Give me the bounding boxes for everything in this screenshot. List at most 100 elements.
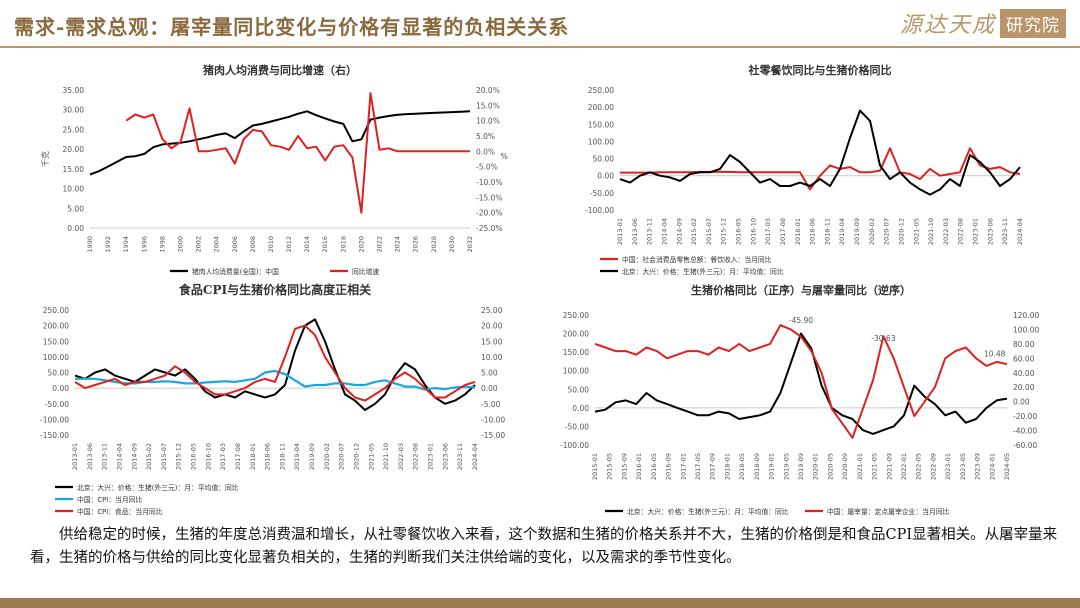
y-tick-label: 25.00 [63,125,85,134]
x-tick-label: 2023-09 [974,453,982,480]
legend-label: 北京：大兴：价格：生猪(外三元)：月：平均值：同比 [77,483,239,492]
chart-svg: 社零餐饮同比与生猪价格同比 -100.00 -50.00 0.00 50.00 100.0… [585,63,1024,276]
y-tick-label: 10.00 [63,185,85,194]
chart-food-cpi-vs-hog: 食品CPI与生猪价格同比高度正相关 -150.00 -100.00 -50.00 0.0… [20,280,520,520]
y-axis-label: 千克 [40,151,50,167]
x-tick-label: 2017-01 [679,453,687,480]
x-tick-label: 2030 [448,236,456,253]
chart-svg: 猪肉人均消费与同比增速（右） 0.00 5.00 10.00 15.00 20.00 25.… [40,63,508,276]
y-tick-label: 0.00 [572,404,589,413]
y2-tick-label: 15.0% [476,101,500,110]
y-tick-label: 100.00 [563,367,589,376]
x-tick-label: 2016-05 [735,218,743,245]
y-tick-label: -100.00 [585,206,614,215]
x-tick-label: 2021-10 [927,218,935,245]
y2-tick-label: 0.00 [481,384,498,393]
x-tick-label: 2024-04 [1016,218,1024,245]
chart-title: 生猪价格同比（正序）与屠宰量同比（逆序） [691,283,911,297]
x-tick-label: 2013-11 [101,443,109,470]
y-tick-label: 35.00 [63,86,85,95]
y-tick-label: 100.00 [588,137,614,146]
y2-tick-label: -60.00 [1013,441,1037,450]
x-tick-label: 2018-05 [738,453,746,480]
x-tick-label: 2004 [213,236,221,253]
series-line-0 [594,332,1008,435]
legend-label: 北京：大兴：价格：生猪(外三元)：月：平均值：同比 [622,267,784,276]
x-tick-label: 2020-09 [841,453,849,480]
chart-title: 社零餐饮同比与生猪价格同比 [748,63,892,77]
x-tick-label: 2015-01 [591,453,599,480]
caption: 供给稳定的时候，生猪的年度总消费温和增长，从社零餐饮收入来看，这个数据和生猪的价… [30,524,1060,570]
x-tick-label: 2016 [321,236,329,253]
y-tick-label: 20.00 [63,145,85,154]
x-tick-label: 2015-02 [145,443,153,470]
x-tick-label: 2015-05 [606,453,614,480]
data-label: 10.48 [984,350,1006,359]
x-tick-label: 1990 [86,236,94,253]
x-tick-label: 2017-03 [764,218,772,245]
x-tick-label: 2020-05 [826,453,834,480]
x-tick-label: 2021-05 [912,218,920,245]
y-tick-label: -100.00 [560,441,589,450]
logo-text: 源达天成 [899,13,996,38]
x-tick-label: 2026 [412,236,420,253]
chart-pork-consumption: 猪肉人均消费与同比增速（右） 0.00 5.00 10.00 15.00 20.00 25.… [40,60,510,280]
chart-catering-vs-hog: 社零餐饮同比与生猪价格同比 -100.00 -50.00 0.00 50.00 100.0… [560,60,1040,280]
x-tick-label: 2023-06 [441,443,449,470]
y2-tick-label: -20.0% [476,209,503,218]
x-tick-label: 2016-09 [665,453,673,480]
x-tick-label: 2010 [267,236,275,253]
y-tick-label: -150.00 [40,431,69,440]
x-tick-label: 2020-07 [883,218,891,245]
y2-tick-label: 0.0% [476,147,495,156]
x-tick-label: 2020-07 [338,443,346,470]
x-tick-label: 2016-05 [650,453,658,480]
y2-tick-label: -5.00 [481,400,501,409]
x-tick-label: 2021-05 [871,453,879,480]
y-tick-label: 250.00 [563,311,589,320]
chart-title: 猪肉人均消费与同比增速（右） [202,63,357,77]
series-line-1 [125,92,470,214]
y2-tick-label: -40.00 [1013,427,1037,436]
x-tick-label: 1994 [122,236,130,253]
x-tick-label: 2020 [357,236,365,253]
x-tick-label: 2024-01 [988,453,996,480]
legend-label: 中国：社会消费品零售总额：餐饮收入：当月同比 [622,255,772,264]
y2-axis-label: % [500,152,508,161]
y-tick-label: 0.00 [597,172,614,181]
x-tick-label: 1998 [158,236,166,253]
x-tick-label: 2021-09 [885,453,893,480]
x-tick-label: 2014 [303,236,311,253]
y-tick-label: 200.00 [563,330,589,339]
y-tick-label: 50.00 [593,155,615,164]
y2-tick-label: -10.00 [481,415,505,424]
x-tick-label: 2008 [249,236,257,253]
x-tick-label: 2023-05 [959,453,967,480]
x-tick-label: 2018-01 [249,443,257,470]
x-tick-label: 2019-05 [782,453,790,480]
x-tick-label: 2014-09 [130,443,138,470]
series-line-0 [620,147,1021,191]
y-tick-label: 100.00 [43,353,69,362]
y2-tick-label: 10.0% [476,117,500,126]
x-tick-label: 2018-06 [809,218,817,245]
x-tick-label: 2020-12 [897,218,905,245]
x-tick-label: 2022-05 [915,453,923,480]
y-tick-label: -50.00 [565,422,589,431]
x-tick-label: 2028 [430,236,438,253]
x-tick-label: 2013-06 [86,443,94,470]
x-tick-label: 2018-01 [794,218,802,245]
x-tick-label: 2014-04 [115,443,123,470]
x-tick-label: 2018-06 [264,443,272,470]
x-tick-label: 2023-11 [1001,218,1009,245]
x-tick-label: 2017-09 [709,453,717,480]
y2-tick-label: 80.00 [1013,340,1035,349]
y2-tick-label: -10.0% [476,178,503,187]
x-tick-label: 2015-07 [160,443,168,470]
x-tick-label: 2015-02 [690,218,698,245]
x-tick-label: 2023-01 [944,453,952,480]
y-tick-label: 0.00 [52,384,69,393]
x-tick-label: 2017-05 [694,453,702,480]
y-tick-label: 30.00 [63,106,85,115]
x-tick-label: 2018-01 [723,453,731,480]
